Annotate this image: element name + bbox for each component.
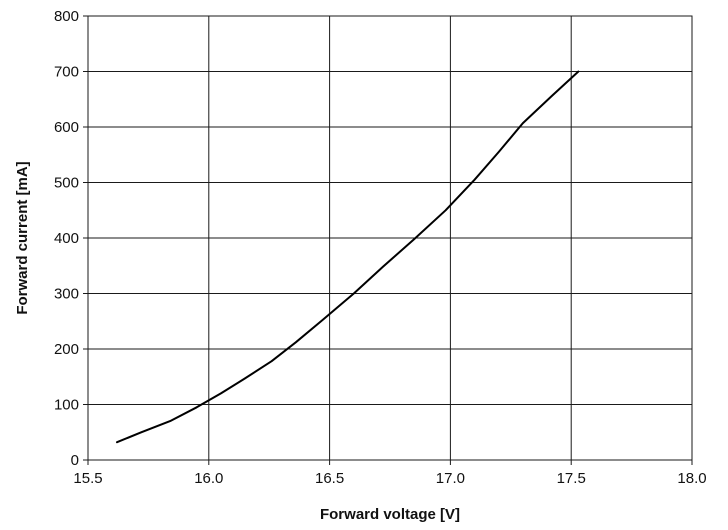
series-layer <box>116 70 580 444</box>
series-line-forward-current <box>116 70 580 444</box>
x-axis-tick-labels: 15.5 16.0 16.5 17.0 17.5 18.0 <box>73 470 706 487</box>
y-tick-label: 800 <box>54 8 79 25</box>
y-tick-label: 300 <box>54 286 79 303</box>
y-axis-tick-labels: 0 100 200 300 400 500 600 700 800 <box>54 8 79 469</box>
y-tick-label: 600 <box>54 119 79 136</box>
x-tick-label: 16.5 <box>315 470 344 487</box>
y-tick-label: 400 <box>54 230 79 247</box>
y-axis-title: Forward current [mA] <box>14 161 31 314</box>
y-tick-label: 500 <box>54 175 79 192</box>
x-tick-label: 18.0 <box>677 470 706 487</box>
y-tick-label: 0 <box>71 452 79 469</box>
x-tick-label: 15.5 <box>73 470 102 487</box>
y-tick-label: 200 <box>54 341 79 358</box>
x-tick-label: 16.0 <box>194 470 223 487</box>
y-tick-label: 100 <box>54 397 79 414</box>
axis-ticks <box>83 15 693 465</box>
x-axis-title: Forward voltage [V] <box>320 506 460 523</box>
grid <box>87 15 693 461</box>
x-tick-label: 17.5 <box>557 470 586 487</box>
x-tick-label: 17.0 <box>436 470 465 487</box>
y-tick-label: 700 <box>54 64 79 81</box>
